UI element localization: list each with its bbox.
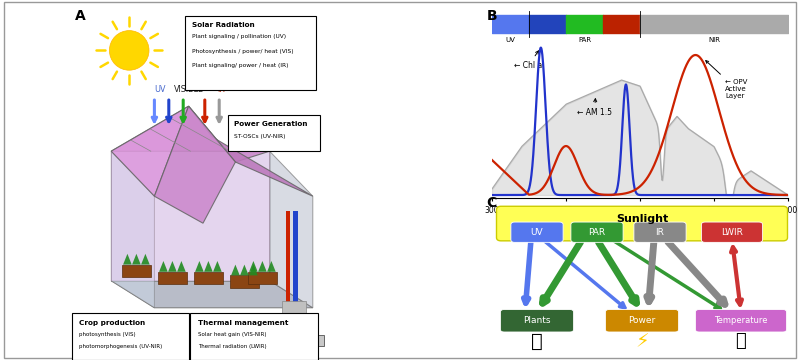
Text: VISIBLE: VISIBLE [174, 85, 203, 94]
Text: UV: UV [530, 228, 543, 237]
Polygon shape [270, 151, 313, 308]
Polygon shape [123, 254, 132, 265]
FancyBboxPatch shape [497, 206, 787, 241]
Text: IR: IR [217, 85, 225, 94]
Polygon shape [189, 106, 313, 196]
Polygon shape [111, 281, 313, 308]
Text: A: A [75, 9, 86, 23]
Polygon shape [159, 261, 168, 272]
Polygon shape [249, 265, 258, 275]
Polygon shape [240, 265, 249, 275]
Text: Crop production: Crop production [78, 320, 145, 327]
FancyBboxPatch shape [282, 301, 306, 313]
Text: LWIR: LWIR [721, 228, 743, 237]
Polygon shape [204, 261, 213, 272]
Text: Plant signaling / pollination (UV): Plant signaling / pollination (UV) [192, 34, 286, 39]
Text: ⚡: ⚡ [635, 332, 649, 351]
Text: ← AM 1.5: ← AM 1.5 [577, 99, 612, 117]
Polygon shape [111, 151, 154, 308]
Text: Temperature: Temperature [714, 316, 768, 325]
Polygon shape [132, 254, 141, 265]
Text: Solar Radiation: Solar Radiation [192, 22, 255, 28]
FancyBboxPatch shape [122, 265, 150, 277]
Bar [286, 211, 290, 304]
FancyBboxPatch shape [695, 310, 786, 332]
Polygon shape [195, 261, 204, 272]
Polygon shape [267, 261, 276, 272]
FancyBboxPatch shape [194, 272, 222, 284]
FancyBboxPatch shape [702, 222, 762, 242]
Text: UV: UV [506, 37, 515, 42]
Text: Sunlight: Sunlight [616, 214, 668, 224]
Text: ← Chl a: ← Chl a [514, 51, 542, 70]
Text: Thermal management: Thermal management [198, 320, 288, 327]
Text: Solar heat gain (VIS-NIR): Solar heat gain (VIS-NIR) [198, 332, 266, 337]
Text: 🪴: 🪴 [531, 332, 543, 351]
Text: Power: Power [628, 316, 656, 325]
FancyBboxPatch shape [571, 222, 623, 242]
Text: Power Generation: Power Generation [234, 121, 308, 127]
Polygon shape [111, 151, 270, 281]
Text: ← OPV
Active
Layer: ← OPV Active Layer [706, 60, 747, 99]
Text: C: C [486, 196, 497, 210]
Bar [293, 211, 298, 304]
Text: photomorphogenesis (UV-NIR): photomorphogenesis (UV-NIR) [78, 344, 162, 349]
Polygon shape [258, 261, 266, 272]
Polygon shape [168, 261, 177, 272]
FancyBboxPatch shape [71, 313, 189, 360]
FancyBboxPatch shape [228, 115, 320, 151]
Polygon shape [231, 265, 240, 275]
FancyBboxPatch shape [230, 275, 258, 288]
Text: Thermal radiation (LWIR): Thermal radiation (LWIR) [198, 344, 266, 349]
Polygon shape [177, 261, 186, 272]
Text: IR: IR [655, 228, 665, 237]
Polygon shape [213, 261, 222, 272]
Text: Photosynthesis / power/ heat (VIS): Photosynthesis / power/ heat (VIS) [192, 49, 294, 54]
FancyBboxPatch shape [158, 272, 186, 284]
FancyBboxPatch shape [634, 222, 686, 242]
Polygon shape [111, 106, 189, 196]
Polygon shape [141, 254, 150, 265]
Text: 🌡: 🌡 [736, 332, 746, 350]
Text: B: B [486, 9, 497, 23]
FancyBboxPatch shape [248, 272, 277, 284]
X-axis label: Wavelength (nm): Wavelength (nm) [604, 220, 676, 229]
FancyBboxPatch shape [501, 310, 574, 332]
Text: Plant signaling/ power / heat (IR): Plant signaling/ power / heat (IR) [192, 63, 289, 68]
Polygon shape [154, 106, 235, 223]
Text: ST-OSCs (UV-NIR): ST-OSCs (UV-NIR) [234, 134, 286, 139]
Polygon shape [249, 261, 258, 272]
FancyBboxPatch shape [185, 16, 316, 90]
Text: UV: UV [154, 85, 166, 94]
Polygon shape [111, 106, 270, 162]
Text: PAR: PAR [578, 37, 591, 42]
Text: NIR: NIR [708, 37, 720, 42]
Polygon shape [88, 335, 323, 346]
Polygon shape [111, 151, 270, 281]
FancyBboxPatch shape [511, 222, 563, 242]
Text: photosynthesis (VIS): photosynthesis (VIS) [78, 332, 135, 337]
Text: PAR: PAR [589, 228, 606, 237]
Text: Plants: Plants [523, 316, 550, 325]
Circle shape [110, 31, 149, 70]
FancyBboxPatch shape [190, 313, 318, 360]
FancyBboxPatch shape [606, 310, 678, 332]
